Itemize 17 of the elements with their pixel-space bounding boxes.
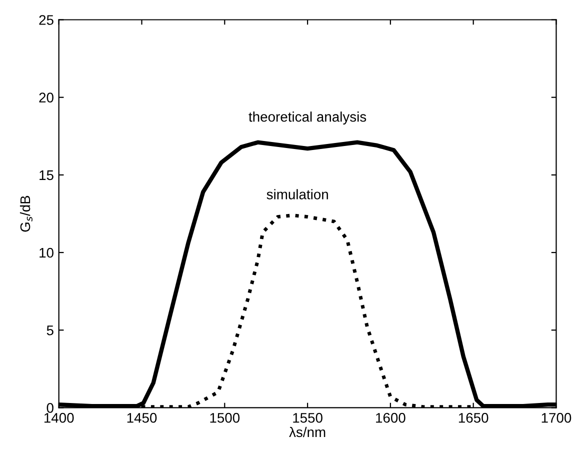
x-tick-label: 1500 [210,412,240,423]
x-axis-title: λs/nm [289,426,326,438]
y-tick-label: 15 [40,170,54,180]
y-tick-label: 0 [46,403,54,413]
annotation: simulation [266,189,328,200]
y-tick-label: 10 [40,248,54,258]
x-tick-label: 1550 [293,412,322,423]
x-tick-label: 1400 [44,412,74,423]
annotation: theoretical analysis [248,112,366,124]
y-axis-title: G$_{s}$/dB [20,196,32,232]
x-tick-label: 1700 [542,412,572,423]
y-tick-label: 25 [39,15,54,25]
y-tick-label: 5 [46,326,54,336]
x-tick-label: 1600 [376,412,406,423]
x-tick-label: 1650 [458,412,488,423]
x-tick-label: 1450 [127,412,157,423]
y-tick-label: 20 [39,92,54,103]
